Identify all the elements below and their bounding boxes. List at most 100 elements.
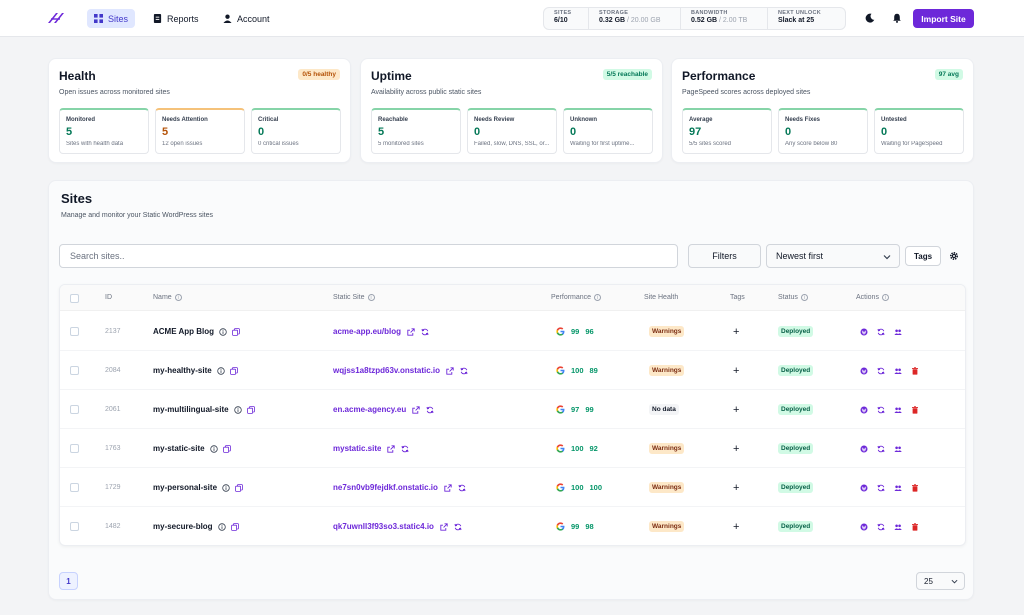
external-link-icon[interactable] [412, 405, 420, 414]
external-link-icon[interactable] [444, 483, 452, 492]
sync-icon[interactable] [877, 484, 885, 492]
add-tag-button[interactable]: + [733, 520, 740, 533]
static-site-link[interactable]: acme-app.eu/blog [333, 327, 402, 336]
row-checkbox[interactable] [70, 405, 79, 414]
sync-button[interactable] [877, 523, 885, 531]
site-name[interactable]: ACME App Blog [153, 327, 215, 336]
row-checkbox[interactable] [70, 366, 79, 375]
wp-admin-button[interactable] [860, 367, 868, 375]
sync-button[interactable] [877, 445, 885, 453]
site-name[interactable]: my-personal-site [153, 483, 218, 492]
filters-button[interactable]: Filters [688, 244, 761, 268]
table-row[interactable]: 2137 ACME App Blog acme-app.eu/blog 99 96 War… [60, 312, 965, 351]
pagination-page[interactable]: 1 [59, 572, 78, 590]
nav-account[interactable]: Account [216, 9, 277, 28]
copy-icon[interactable] [229, 366, 238, 375]
row-checkbox[interactable] [70, 327, 79, 336]
tags-button[interactable]: Tags [905, 246, 941, 266]
copy-icon[interactable] [222, 444, 231, 453]
row-checkbox[interactable] [70, 483, 79, 492]
external-link-icon[interactable] [446, 366, 454, 375]
wordpress-icon[interactable] [860, 406, 868, 414]
health-badge[interactable]: Warnings [649, 365, 685, 376]
site-info-button[interactable] [222, 483, 230, 492]
copy-icon[interactable] [232, 327, 240, 336]
site-info-button[interactable] [233, 405, 242, 414]
column-status[interactable]: Status i [778, 294, 808, 301]
health-badge[interactable]: Warnings [649, 326, 685, 337]
copy-button[interactable] [246, 405, 255, 414]
open-site-button[interactable] [412, 405, 420, 414]
sync-icon[interactable] [877, 367, 885, 375]
table-row[interactable]: 2084 my-healthy-site wqjss1a8tzpd63v.onsta… [60, 351, 965, 390]
copy-icon[interactable] [230, 522, 239, 531]
team-button[interactable] [894, 445, 902, 453]
sync-button[interactable] [877, 328, 885, 336]
wp-admin-button[interactable] [860, 406, 868, 414]
team-button[interactable] [894, 367, 902, 375]
table-row[interactable]: 2061 my-multilingual-site en.acme-agency.e… [60, 390, 965, 429]
refresh-icon[interactable] [454, 523, 462, 531]
open-site-button[interactable] [444, 483, 452, 492]
performance-cell[interactable]: 99 98 [556, 507, 594, 545]
trash-icon[interactable] [911, 405, 919, 414]
sort-select[interactable]: Newest first [766, 244, 900, 268]
add-tag-button[interactable]: + [733, 442, 740, 455]
wordpress-icon[interactable] [860, 484, 868, 492]
wordpress-icon[interactable] [860, 523, 868, 531]
sync-icon[interactable] [877, 328, 885, 336]
row-checkbox[interactable] [70, 522, 79, 531]
metric-critical[interactable]: Critical 0 0 critical issues [251, 108, 341, 154]
column-name[interactable]: Name i [153, 294, 182, 301]
sync-button[interactable] [877, 484, 885, 492]
refresh-icon[interactable] [401, 445, 409, 453]
health-badge[interactable]: Warnings [649, 443, 685, 454]
site-name[interactable]: my-healthy-site [153, 366, 212, 375]
team-button[interactable] [894, 523, 902, 531]
external-link-icon[interactable] [440, 522, 448, 531]
wp-admin-button[interactable] [860, 484, 868, 492]
search-input[interactable]: Search sites.. [59, 244, 678, 268]
team-button[interactable] [894, 484, 902, 492]
redeploy-button[interactable] [401, 445, 409, 453]
wp-admin-button[interactable] [860, 523, 868, 531]
metric-monitored[interactable]: Monitored 5 Sites with health data [59, 108, 149, 154]
trash-icon[interactable] [911, 366, 919, 375]
performance-cell[interactable]: 100 100 [556, 468, 602, 507]
row-checkbox[interactable] [70, 444, 79, 453]
performance-cell[interactable]: 97 99 [556, 390, 594, 429]
metric-needs-fixes[interactable]: Needs Fixes 0 Any score below 80 [778, 108, 868, 154]
sync-button[interactable] [877, 406, 885, 414]
redeploy-button[interactable] [458, 484, 466, 492]
table-row[interactable]: 1482 my-secure-blog qk7uwnll3f93so3.static… [60, 507, 965, 545]
refresh-icon[interactable] [421, 328, 429, 336]
refresh-icon[interactable] [460, 367, 468, 375]
wordpress-icon[interactable] [860, 445, 868, 453]
site-info-button[interactable] [217, 522, 226, 531]
health-badge[interactable]: Warnings [649, 521, 685, 532]
page-size-select[interactable]: 25 [916, 572, 965, 590]
static-site-link[interactable]: en.acme-agency.eu [333, 405, 407, 414]
users-icon[interactable] [894, 367, 902, 375]
site-info-button[interactable] [216, 366, 225, 375]
users-icon[interactable] [894, 445, 902, 453]
wp-admin-button[interactable] [860, 445, 868, 453]
metric-reachable[interactable]: Reachable 5 5 monitored sites [371, 108, 461, 154]
health-badge[interactable]: Warnings [649, 482, 685, 493]
metric-needs-attention[interactable]: Needs Attention 5 12 open issues [155, 108, 245, 154]
external-link-icon[interactable] [407, 327, 415, 336]
site-name[interactable]: my-multilingual-site [153, 405, 229, 414]
copy-button[interactable] [232, 327, 240, 336]
open-site-button[interactable] [440, 522, 448, 531]
open-site-button[interactable] [407, 327, 415, 336]
static-site-link[interactable]: qk7uwnll3f93so3.static4.io [333, 522, 434, 531]
performance-cell[interactable]: 100 89 [556, 351, 598, 390]
team-button[interactable] [894, 328, 902, 336]
copy-button[interactable] [230, 522, 239, 531]
sync-icon[interactable] [877, 445, 885, 453]
site-info-button[interactable] [209, 444, 218, 453]
column-tags[interactable]: Tags [730, 294, 745, 301]
open-site-button[interactable] [387, 444, 396, 453]
nav-sites[interactable]: Sites [87, 9, 136, 28]
static-site-link[interactable]: wqjss1a8tzpd63v.onstatic.io [333, 366, 440, 375]
